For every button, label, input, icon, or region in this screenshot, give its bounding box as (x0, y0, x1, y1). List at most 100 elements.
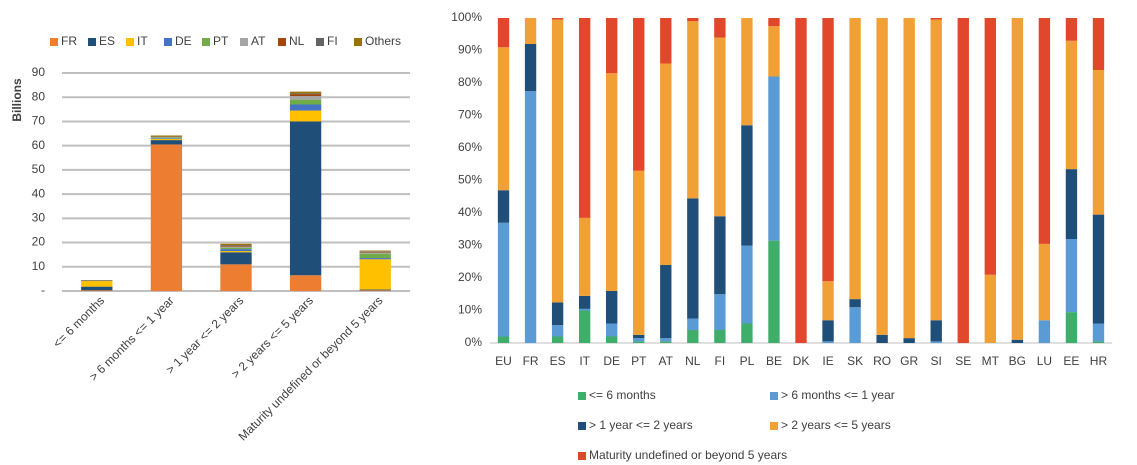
legend-swatch (88, 38, 96, 46)
y-tick-label: 50 (32, 162, 46, 176)
bar-segment (1065, 40, 1078, 170)
bar-segment (876, 334, 888, 343)
bar-segment (660, 63, 672, 265)
bar-segment (359, 258, 391, 260)
legend-label: > 2 years <= 5 years (781, 418, 891, 432)
bar-segment (150, 140, 183, 145)
bar-segment (687, 21, 699, 199)
bar-segment (1065, 312, 1078, 343)
y-tick-label: 70% (458, 108, 482, 122)
bar-segment (741, 245, 753, 324)
bar-segment (551, 325, 564, 337)
legend-swatch (770, 422, 778, 430)
bar-segment (289, 104, 322, 111)
bar-segment (714, 330, 726, 343)
legend-label: <= 6 months (589, 388, 656, 402)
x-tick-label: FR (523, 354, 539, 368)
x-tick-label: LU (1037, 354, 1052, 368)
bar-segment (795, 18, 807, 343)
bar-segment (220, 247, 252, 250)
bar-segment (551, 336, 564, 343)
bar-segment (150, 138, 183, 141)
y-tick-label: 20% (458, 270, 482, 284)
bar-segment (930, 18, 942, 20)
bar-segment (687, 18, 699, 22)
bar-segment (578, 217, 591, 296)
legend-swatch (578, 422, 586, 430)
bar-segment (606, 323, 618, 337)
bar-segment (150, 144, 183, 291)
y-tick-label: 60 (32, 138, 46, 152)
legend-swatch (164, 38, 172, 46)
bar-segment (822, 320, 834, 342)
y-tick-label: 80 (32, 89, 46, 103)
x-tick-label: BG (1009, 354, 1026, 368)
bar-segment (81, 290, 113, 291)
x-tick-label: RO (873, 354, 891, 368)
x-tick-label: SI (931, 354, 942, 368)
bar-segment (359, 250, 391, 252)
x-tick-label: NL (685, 354, 701, 368)
bar-segment (822, 341, 834, 343)
bar-segment (984, 18, 996, 275)
y-tick-label: - (41, 283, 45, 297)
bar-segment (930, 341, 942, 343)
x-tick-label: <= 6 months (50, 293, 107, 350)
legend-label: IT (137, 34, 148, 48)
y-tick-label: 100% (451, 10, 482, 24)
bar-segment (714, 18, 726, 38)
bar-segment (1092, 18, 1105, 70)
x-tick-label: EU (495, 354, 512, 368)
bar-segment (1065, 18, 1078, 41)
y-tick-label: 20 (32, 235, 46, 249)
bar-segment (876, 18, 888, 335)
bar-segment (1065, 169, 1078, 239)
legend-swatch (278, 38, 286, 46)
bar-segment (578, 295, 591, 309)
x-tick-label: FI (715, 354, 726, 368)
bar-segment (930, 19, 942, 321)
legend-swatch (240, 38, 248, 46)
bar-segment (1038, 243, 1051, 321)
x-tick-label: DE (603, 354, 620, 368)
legend-label: Others (365, 34, 401, 48)
bar-segment (81, 281, 113, 287)
legend-label: NL (289, 34, 305, 48)
bar-segment (220, 264, 252, 291)
bar-segment (220, 252, 252, 265)
bar-segment (633, 338, 645, 342)
bar-segment (150, 138, 183, 139)
bar-segment (687, 318, 699, 330)
y-axis-title: Billions (10, 78, 24, 122)
legend-label: FI (327, 34, 338, 48)
bar-segment (551, 18, 564, 20)
bar-segment (497, 190, 510, 223)
bar-segment (524, 44, 537, 92)
bar-segment (741, 323, 753, 343)
bar-segment (150, 135, 183, 137)
bar-segment (289, 99, 322, 105)
bar-segment (578, 308, 591, 311)
bar-segment (1092, 341, 1105, 343)
x-tick-label: AT (659, 354, 674, 368)
x-tick-label: SE (955, 354, 971, 368)
y-tick-label: 10 (32, 259, 46, 273)
bar-segment (930, 320, 942, 342)
bar-segment (633, 170, 645, 335)
bar-segment (633, 341, 645, 343)
bar-segment (81, 286, 113, 291)
bar-segment (849, 307, 861, 343)
bar-segment (289, 91, 322, 94)
y-tick-label: 70 (32, 114, 46, 128)
x-tick-label: IT (579, 354, 590, 368)
bar-segment (687, 330, 699, 343)
bar-segment (289, 96, 322, 100)
bar-segment (289, 93, 322, 95)
bar-segment (633, 334, 645, 339)
bar-segment (849, 299, 861, 308)
bar-segment (289, 110, 322, 122)
bar-segment (903, 18, 915, 339)
bar-segment (524, 18, 537, 44)
bar-segment (903, 338, 915, 343)
